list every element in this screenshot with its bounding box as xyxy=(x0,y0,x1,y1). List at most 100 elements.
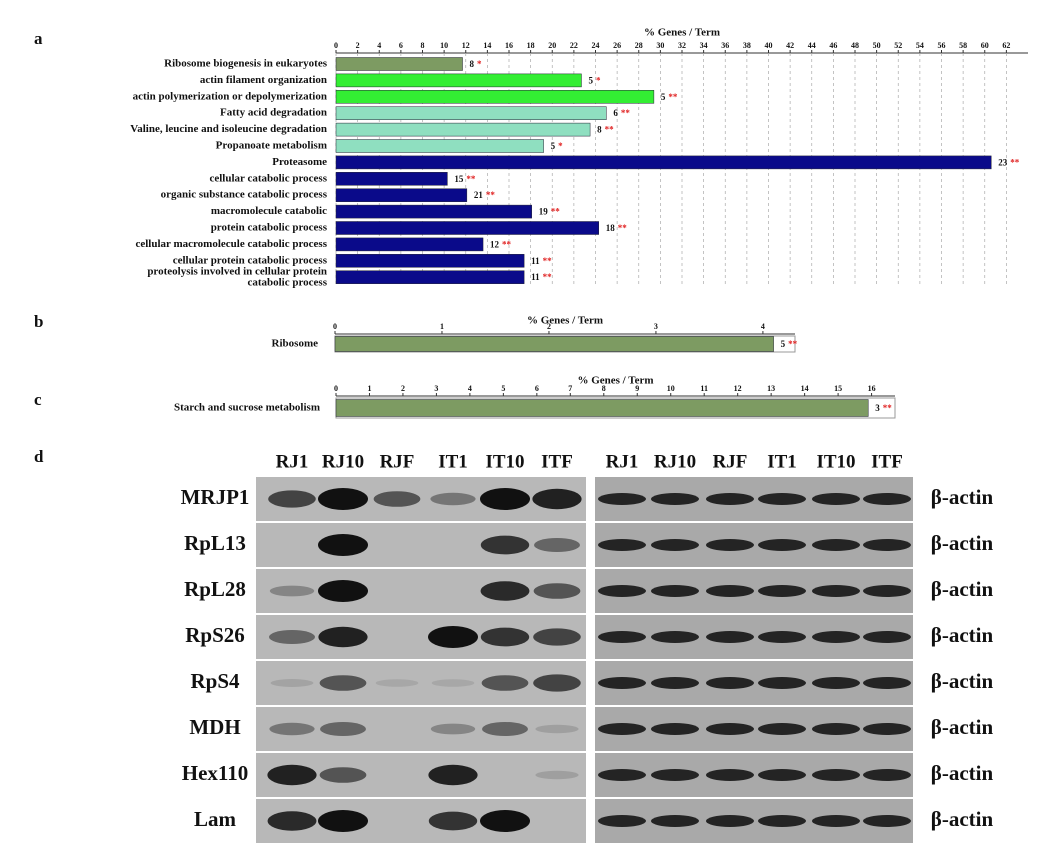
band xyxy=(270,679,314,687)
category-label: actin polymerization or depolymerization xyxy=(133,90,327,102)
gene-count: 5 xyxy=(661,92,666,102)
band xyxy=(431,679,475,687)
band xyxy=(430,723,476,735)
lane-label: RJ10 xyxy=(322,451,364,472)
x-tick-label: 13 xyxy=(767,384,775,393)
band xyxy=(863,585,911,597)
band xyxy=(812,539,860,551)
value-annotation: 6 ** xyxy=(613,108,630,118)
x-tick-label: 26 xyxy=(613,41,621,50)
band xyxy=(651,539,699,551)
band xyxy=(269,585,315,597)
bar xyxy=(335,172,448,186)
blot-membrane xyxy=(256,569,586,613)
x-tick-label: 8 xyxy=(421,41,425,50)
x-tick-label: 30 xyxy=(656,41,664,50)
band xyxy=(319,675,367,691)
x-tick-label: 0 xyxy=(334,384,338,393)
x-tick-label: 0 xyxy=(333,322,337,331)
band xyxy=(533,583,581,599)
band xyxy=(758,769,806,781)
category-label: Proteasome xyxy=(272,156,327,168)
band xyxy=(532,488,582,510)
value-annotation: 5 * xyxy=(588,75,601,85)
blot-membrane xyxy=(256,523,586,567)
x-tick-label: 2 xyxy=(356,41,360,50)
x-tick-label: 10 xyxy=(667,384,675,393)
band xyxy=(758,723,806,735)
significance: ** xyxy=(621,108,631,118)
gene-count: 3 xyxy=(875,403,880,413)
x-tick-label: 20 xyxy=(548,41,556,50)
x-tick-label: 4 xyxy=(377,41,381,50)
band xyxy=(598,677,646,689)
band xyxy=(758,677,806,689)
x-tick-label: 28 xyxy=(635,41,643,50)
gene-count: 11 xyxy=(531,256,540,266)
band xyxy=(480,810,530,832)
band xyxy=(480,581,530,601)
gene-count: 19 xyxy=(539,207,549,217)
x-tick-label: 60 xyxy=(981,41,989,50)
band xyxy=(269,630,315,644)
protein-label: MRJP1 xyxy=(181,485,250,509)
protein-label: RpL28 xyxy=(184,577,246,601)
bar xyxy=(335,106,607,120)
bar xyxy=(335,270,525,284)
value-annotation: 11 ** xyxy=(531,256,552,266)
control-label: β-actin xyxy=(931,485,994,509)
category-label: protein catabolic process xyxy=(211,222,328,234)
x-tick-label: 62 xyxy=(1002,41,1010,50)
category-label: Fatty acid degradation xyxy=(220,107,327,119)
band xyxy=(812,631,860,643)
significance: ** xyxy=(551,207,561,217)
bar xyxy=(335,90,655,104)
band xyxy=(651,769,699,781)
significance: ** xyxy=(543,272,553,282)
gene-count: 18 xyxy=(606,223,616,233)
category-label: macromolecule catabolic xyxy=(211,205,327,217)
axis-title: % Genes / Term xyxy=(644,27,720,39)
gene-count: 21 xyxy=(474,190,484,200)
x-tick-label: 10 xyxy=(440,41,448,50)
control-label: β-actin xyxy=(931,577,994,601)
gene-count: 12 xyxy=(490,239,500,249)
lane-label: RJ1 xyxy=(276,451,309,472)
panel-label: d xyxy=(34,447,44,466)
band xyxy=(863,631,911,643)
lane-label: RJ10 xyxy=(654,451,696,472)
bar xyxy=(335,188,468,202)
band xyxy=(706,631,754,643)
band xyxy=(598,769,646,781)
band xyxy=(598,539,646,551)
significance: * xyxy=(558,141,563,151)
significance: ** xyxy=(486,190,496,200)
x-tick-label: 0 xyxy=(334,41,338,50)
bar xyxy=(335,254,525,268)
x-tick-label: 5 xyxy=(501,384,505,393)
band xyxy=(373,491,421,507)
lane-label: ITF xyxy=(871,451,903,472)
control-label: β-actin xyxy=(931,669,994,693)
panel-label: a xyxy=(34,29,43,48)
x-tick-label: 36 xyxy=(721,41,729,50)
band xyxy=(863,769,911,781)
band xyxy=(598,815,646,827)
protein-label: RpS4 xyxy=(190,669,240,693)
gene-count: 8 xyxy=(597,125,602,135)
value-annotation: 8 * xyxy=(470,59,483,69)
x-tick-label: 12 xyxy=(462,41,470,50)
band xyxy=(651,631,699,643)
x-tick-label: 18 xyxy=(527,41,535,50)
x-tick-label: 56 xyxy=(938,41,946,50)
significance: * xyxy=(477,59,482,69)
category-label: Ribosome xyxy=(272,338,319,350)
x-tick-label: 54 xyxy=(916,41,924,50)
band xyxy=(706,769,754,781)
band xyxy=(706,723,754,735)
band xyxy=(481,675,529,691)
gene-count: 5 xyxy=(551,141,556,151)
significance: ** xyxy=(466,174,476,184)
x-tick-label: 11 xyxy=(700,384,708,393)
x-tick-label: 38 xyxy=(743,41,751,50)
